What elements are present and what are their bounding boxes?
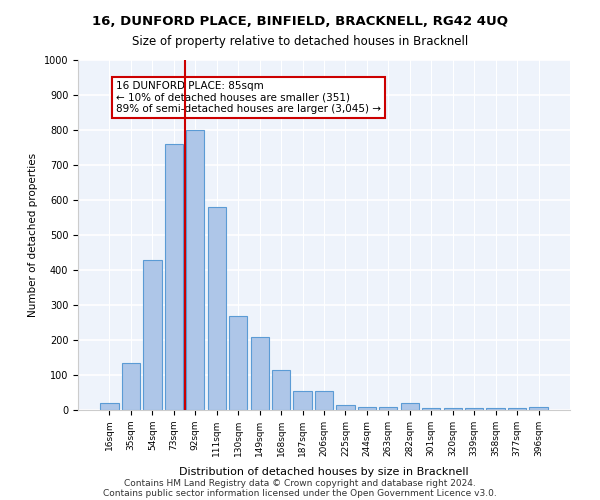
Text: Size of property relative to detached houses in Bracknell: Size of property relative to detached ho… [132,35,468,48]
Bar [315,391,333,410]
Bar [208,207,226,410]
Bar [337,405,355,410]
Text: 16, DUNFORD PLACE, BINFIELD, BRACKNELL, RG42 4UQ: 16, DUNFORD PLACE, BINFIELD, BRACKNELL, … [92,15,508,28]
Y-axis label: Number of detached properties: Number of detached properties [28,153,38,317]
X-axis label: Distribution of detached houses by size in Bracknell: Distribution of detached houses by size … [179,467,469,477]
Bar [229,316,247,410]
Bar [100,403,119,410]
Bar [122,363,140,410]
Bar [465,408,483,410]
Bar [443,408,462,410]
Bar [487,408,505,410]
Bar [508,408,526,410]
Bar [358,406,376,410]
Bar [186,130,205,410]
Bar [379,406,397,410]
Bar [251,336,269,410]
Bar [272,370,290,410]
Bar [293,391,311,410]
Text: Contains HM Land Registry data © Crown copyright and database right 2024.: Contains HM Land Registry data © Crown c… [124,478,476,488]
Bar [143,260,161,410]
Bar [401,403,419,410]
Text: Contains public sector information licensed under the Open Government Licence v3: Contains public sector information licen… [103,488,497,498]
Bar [165,144,183,410]
Text: 16 DUNFORD PLACE: 85sqm
← 10% of detached houses are smaller (351)
89% of semi-d: 16 DUNFORD PLACE: 85sqm ← 10% of detache… [116,81,381,114]
Bar [422,408,440,410]
Bar [529,406,548,410]
